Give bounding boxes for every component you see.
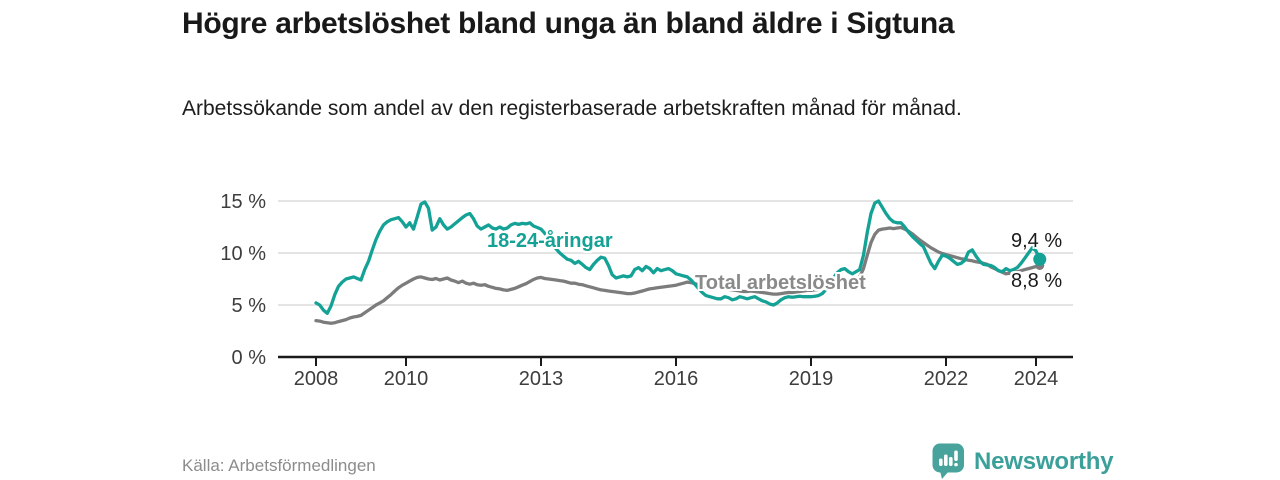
- source-note: Källa: Arbetsförmedlingen: [182, 456, 376, 475]
- svg-text:2008: 2008: [294, 368, 339, 390]
- svg-text:0 %: 0 %: [232, 347, 267, 369]
- end-value-label-young: 9,4 %: [1011, 230, 1063, 252]
- series-label-total: Total arbetslöshet: [695, 272, 866, 294]
- svg-text:15 %: 15 %: [220, 191, 266, 213]
- newsworthy-icon: [932, 443, 964, 479]
- svg-text:2016: 2016: [654, 368, 699, 390]
- svg-text:10 %: 10 %: [220, 243, 266, 265]
- newsworthy-logo[interactable]: Newsworthy: [932, 443, 1114, 480]
- svg-text:2019: 2019: [789, 368, 834, 390]
- page-title: Högre arbetslöshet bland unga än bland ä…: [182, 7, 955, 40]
- newsworthy-wordmark: Newsworthy: [974, 447, 1114, 475]
- svg-text:2013: 2013: [519, 368, 564, 390]
- svg-text:2010: 2010: [384, 368, 429, 390]
- svg-text:2022: 2022: [924, 368, 969, 390]
- end-value-label-total: 8,8 %: [1011, 270, 1063, 292]
- chart-subtitle: Arbetssökande som andel av den registerb…: [182, 97, 962, 120]
- svg-text:5 %: 5 %: [232, 295, 267, 317]
- svg-text:2024: 2024: [1014, 368, 1059, 390]
- series-label-young: 18-24-åringar: [487, 230, 613, 252]
